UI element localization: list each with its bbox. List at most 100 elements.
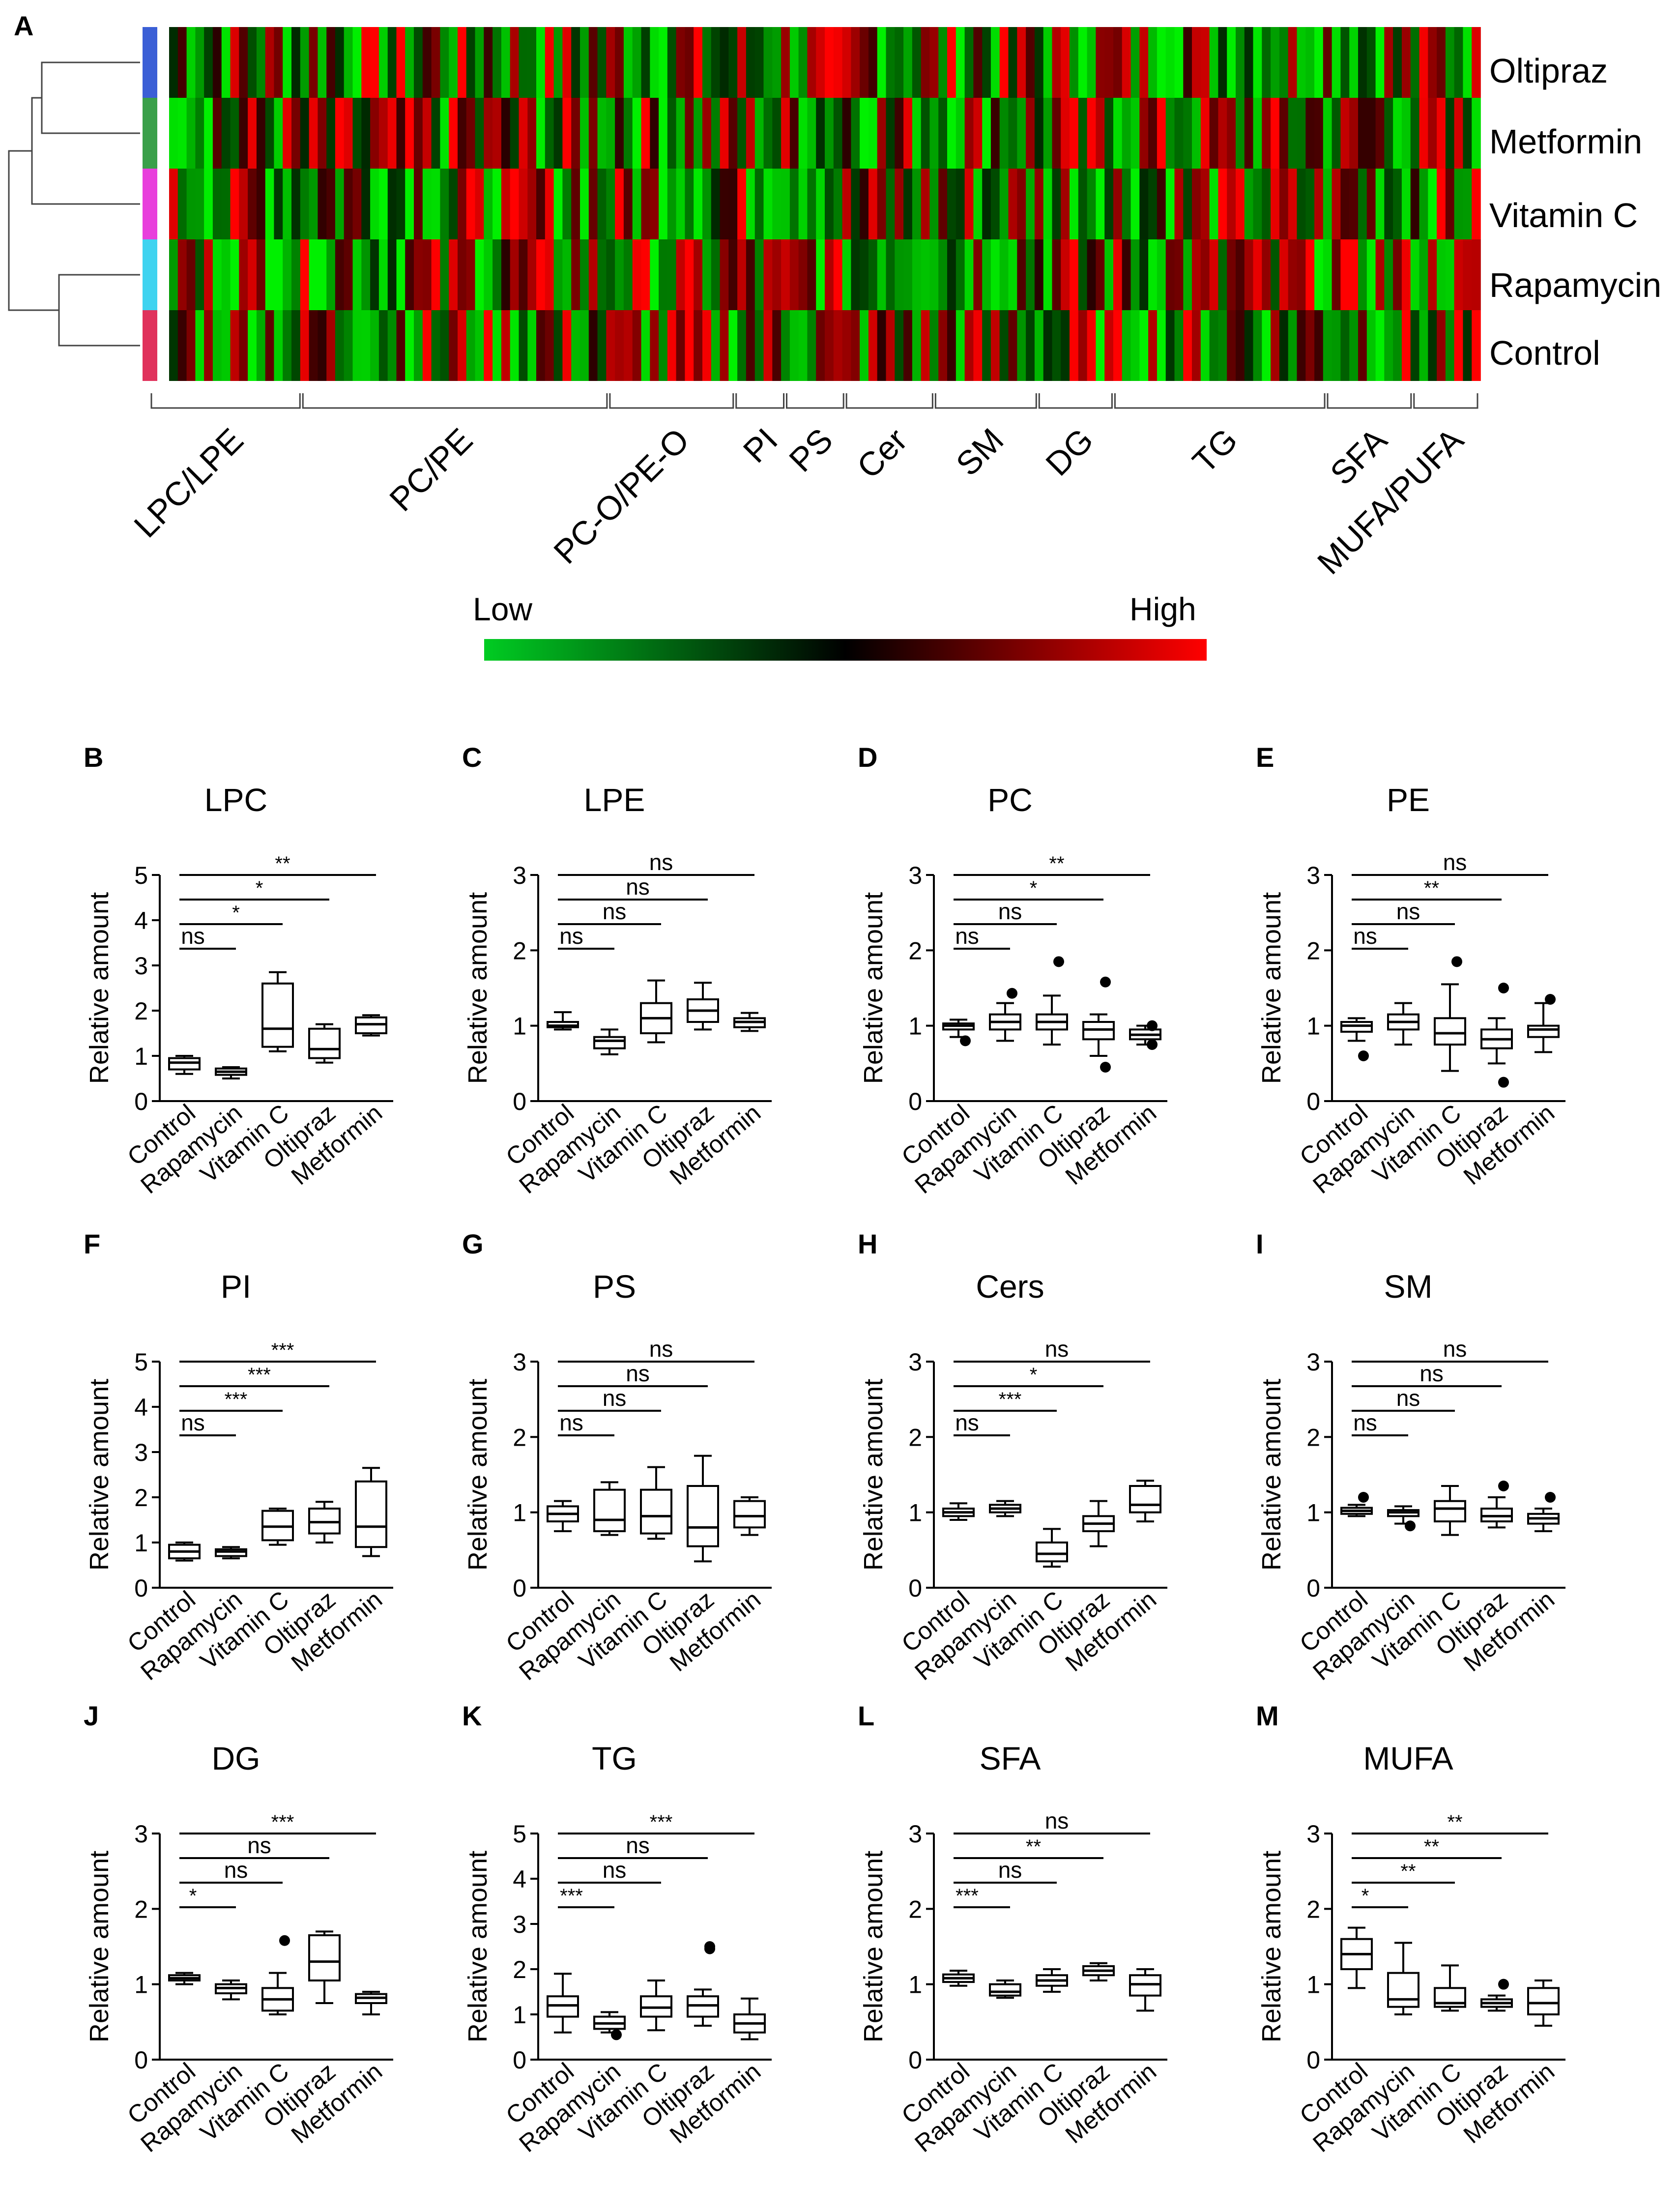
heatmap-cell (825, 310, 834, 381)
heatmap-cell (895, 310, 904, 381)
heatmap-cell (973, 27, 983, 98)
heatmap-cell (1236, 27, 1245, 98)
heatmap-cell (851, 169, 860, 239)
heatmap-cell (536, 27, 546, 98)
significance-label: ns (649, 1336, 673, 1362)
heatmap-cell (1410, 169, 1420, 239)
heatmap-cell (274, 27, 283, 98)
heatmap-cell (414, 27, 423, 98)
heatmap-cell (597, 310, 607, 381)
heatmap-cell (177, 310, 187, 381)
heatmap-cell (973, 310, 983, 381)
heatmap-cell (1165, 98, 1175, 169)
heatmap-cell (781, 239, 790, 310)
significance-label: ns (181, 1410, 205, 1435)
box-vitamin-c (1036, 1528, 1068, 1568)
heatmap-cell (527, 239, 537, 310)
heatmap-cell (702, 310, 712, 381)
box-vitamin-c (1434, 1964, 1466, 2012)
box-iqr (1527, 1987, 1560, 2015)
heatmap-cell (1454, 169, 1464, 239)
heatmap-cell (1393, 98, 1402, 169)
heatmap-cell (860, 310, 869, 381)
heatmap-cell (1200, 310, 1210, 381)
heatmap-cell (964, 98, 974, 169)
heatmap-cell (659, 27, 668, 98)
significance-label: ns (603, 1857, 627, 1883)
heatmap-cell (510, 239, 520, 310)
heatmap-cell (1454, 27, 1464, 98)
heatmap-cell (1349, 169, 1359, 239)
heatmap-cell (588, 239, 598, 310)
heatmap-cell (676, 27, 686, 98)
heatmap-cell (641, 169, 651, 239)
y-tick-label: 1 (134, 1971, 148, 1999)
y-tick-label: 0 (134, 1574, 148, 1602)
heatmap-cell (1200, 169, 1210, 239)
heatmap-cell (248, 98, 257, 169)
significance-label: ** (1400, 1861, 1416, 1882)
heatmap-cell (728, 310, 738, 381)
box-control (547, 1500, 579, 1532)
heatmap-cell (1052, 27, 1062, 98)
heatmap-cell (449, 169, 458, 239)
y-tick-label: 0 (134, 1088, 148, 1115)
heatmap-cell (842, 310, 852, 381)
heatmap-cell (737, 310, 747, 381)
heatmap-cell (492, 239, 502, 310)
heatmap-cell (781, 98, 790, 169)
significance-label: *** (999, 1389, 1022, 1410)
heatmap-cell (1139, 169, 1149, 239)
heatmap-cell (615, 169, 624, 239)
heatmap-cell (519, 27, 528, 98)
outlier-point (1147, 1020, 1158, 1031)
box-control (168, 1972, 201, 1985)
outlier-point (704, 1941, 715, 1952)
y-tick-label: 2 (513, 937, 526, 964)
heatmap-cell (1401, 98, 1411, 169)
heatmap-cell (1104, 239, 1114, 310)
heatmap-cell (1200, 27, 1210, 98)
heatmap-cell (1454, 98, 1464, 169)
row-label-oltipraz: Oltipraz (1489, 52, 1608, 90)
heatmap-cell (1157, 98, 1166, 169)
heatmap-cell (221, 310, 231, 381)
heatmap-cell (877, 239, 887, 310)
heatmap-cell (728, 169, 738, 239)
heatmap-cell (212, 310, 222, 381)
heatmap-cell (615, 27, 624, 98)
heatmap-cell (1070, 310, 1079, 381)
heatmap-cell (746, 27, 755, 98)
heatmap-cell (335, 27, 345, 98)
y-tick-label: 2 (1306, 1424, 1320, 1451)
heatmap-cell (1148, 239, 1158, 310)
heatmap-cell (763, 310, 773, 381)
heatmap-cell (1279, 239, 1289, 310)
significance-label: ** (1424, 1836, 1439, 1858)
heatmap-cell (606, 169, 615, 239)
y-tick-label: 3 (1306, 1348, 1320, 1376)
heatmap-cell (694, 98, 703, 169)
heatmap-cell (1271, 310, 1280, 381)
heatmap-cell (1445, 169, 1455, 239)
heatmap-cell (501, 310, 511, 381)
heatmap-cell (1384, 310, 1393, 381)
heatmap-cell (553, 98, 563, 169)
heatmap-cell (265, 239, 275, 310)
heatmap-cell (1358, 98, 1367, 169)
outlier-point (1545, 1492, 1556, 1503)
heatmap-cell (1305, 27, 1315, 98)
heatmap-cell (326, 310, 336, 381)
heatmap-cell (1052, 98, 1062, 169)
heatmap-cell (1165, 239, 1175, 310)
heatmap-cell (789, 27, 799, 98)
box-rapamycin (1387, 1002, 1419, 1046)
heatmap-cell (1061, 169, 1070, 239)
heatmap-cell (1454, 239, 1464, 310)
significance-label: ns (955, 1410, 979, 1435)
y-tick-label: 3 (1306, 1820, 1320, 1848)
heatmap-cell (1148, 169, 1158, 239)
heatmap-cell (1340, 310, 1350, 381)
heatmap-cell (956, 310, 965, 381)
